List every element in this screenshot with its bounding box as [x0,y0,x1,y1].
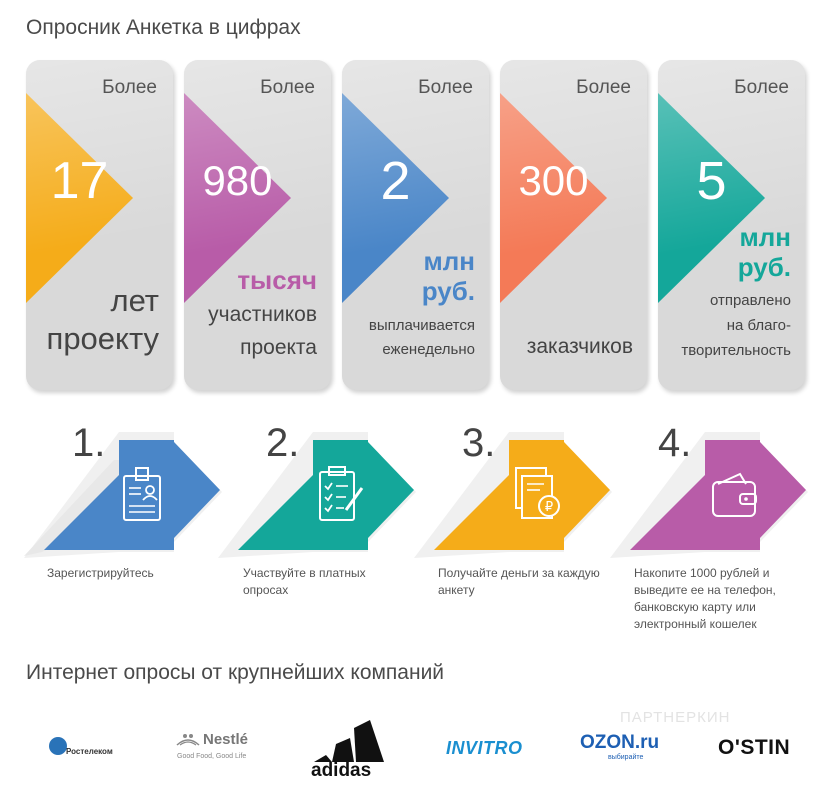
stat-description: выплачивается еженедельно [369,314,475,362]
step-earn: 3. ₽ [414,420,614,560]
stat-number: 2 [380,151,411,211]
stat-unit: млн руб. [421,246,475,306]
stat-description: отправлено на благо- творительность [681,288,791,363]
stat-desc-line: отправлено [709,292,791,309]
page-title: Опросник Анкетка в цифрах [26,16,301,39]
companies-title: Интернет опросы от крупнейших компаний [26,661,445,684]
step-number: 1. [72,421,106,465]
step-number: 4. [658,421,692,465]
stat-description: участников проекта [208,298,317,364]
rostelecom-emblem-icon [49,737,67,755]
step-number: 2. [266,421,300,465]
step-description: Зарегистрируйтесь [47,566,154,580]
ostin-logo: O'STIN [718,736,791,759]
stat-more-label: Более [576,77,631,98]
wallet-icon [712,472,757,517]
stat-unit: тысяч [237,265,317,295]
partnerkin-watermark: ПАРТНЕРКИН [620,709,731,726]
stat-unit: млн руб. [737,222,791,282]
rostelecom-logo: Ростелеком [46,733,116,763]
step-participate: 2. [218,420,418,560]
step-description: Накопите 1000 рублей и выведите ее на те… [634,566,776,631]
nestle-logo-text: Nestlé [203,731,249,748]
ozon-logo: OZON.ru выбирайте [580,732,660,768]
step-arrow [610,432,808,558]
step-number: 3. [462,421,496,465]
stat-more-label: Более [102,77,157,98]
step-register: 1. [24,420,224,560]
nestle-logo: Nestlé Good Food, Good Life [175,729,257,769]
stat-card-clients: Более 300 заказчиков [500,60,647,390]
stat-number: 17 [50,152,109,210]
step-withdraw: 4. [610,420,810,560]
step-description: Участвуйте в платных опросах [243,566,366,597]
stat-description: лет проекту [47,282,159,358]
ozon-tagline: выбирайте [608,754,644,761]
adidas-logo-text: adidas [311,760,372,781]
stat-number: 300 [518,157,589,204]
stat-more-label: Более [418,77,473,98]
stat-desc-line: на благо- [726,317,791,334]
step-description: Получайте деньги за каждую анкету [438,566,600,597]
stat-desc-line: еженедельно [382,341,475,358]
nest-icon [176,734,200,746]
stat-desc-line: проекта [240,336,317,359]
stat-desc-line: творительность [681,342,791,359]
ozon-logo-text: OZON.ru [580,732,660,753]
stat-card-payouts: Более 2 млн руб. выплачивается еженедель… [342,60,489,390]
stat-card-participants: Более 980 тысяч участников проекта [184,60,331,390]
svg-text:₽: ₽ [545,500,553,515]
stat-more-label: Более [260,77,315,98]
rostelecom-logo-text: Ростелеком [66,747,113,756]
nestle-tagline: Good Food, Good Life [177,753,247,760]
stat-number: 980 [202,157,273,204]
invitro-logo: INVITRO [446,738,523,758]
stat-description: заказчиков [527,332,633,362]
stat-desc-line: проекту [46,321,159,356]
clipboard-checklist-icon [319,466,364,521]
stat-desc-line: лет [110,283,160,318]
stat-number: 5 [696,151,727,211]
stat-more-label: Более [734,77,789,98]
stat-card-charity: Более 5 млн руб. отправлено на благо- тв… [658,60,805,390]
stat-desc-line: участников [208,303,317,326]
step-arrow [24,432,222,558]
stat-desc-line: заказчиков [526,335,633,358]
stat-desc-line: выплачивается [368,317,475,334]
adidas-stripes-icon [314,720,384,762]
ruble-document-icon: ₽ [515,467,560,519]
adidas-logo: adidas [310,718,388,781]
id-card-icon [123,467,161,521]
step-arrow [218,432,416,558]
stat-card-years: Более 17 лет проекту [26,60,173,390]
